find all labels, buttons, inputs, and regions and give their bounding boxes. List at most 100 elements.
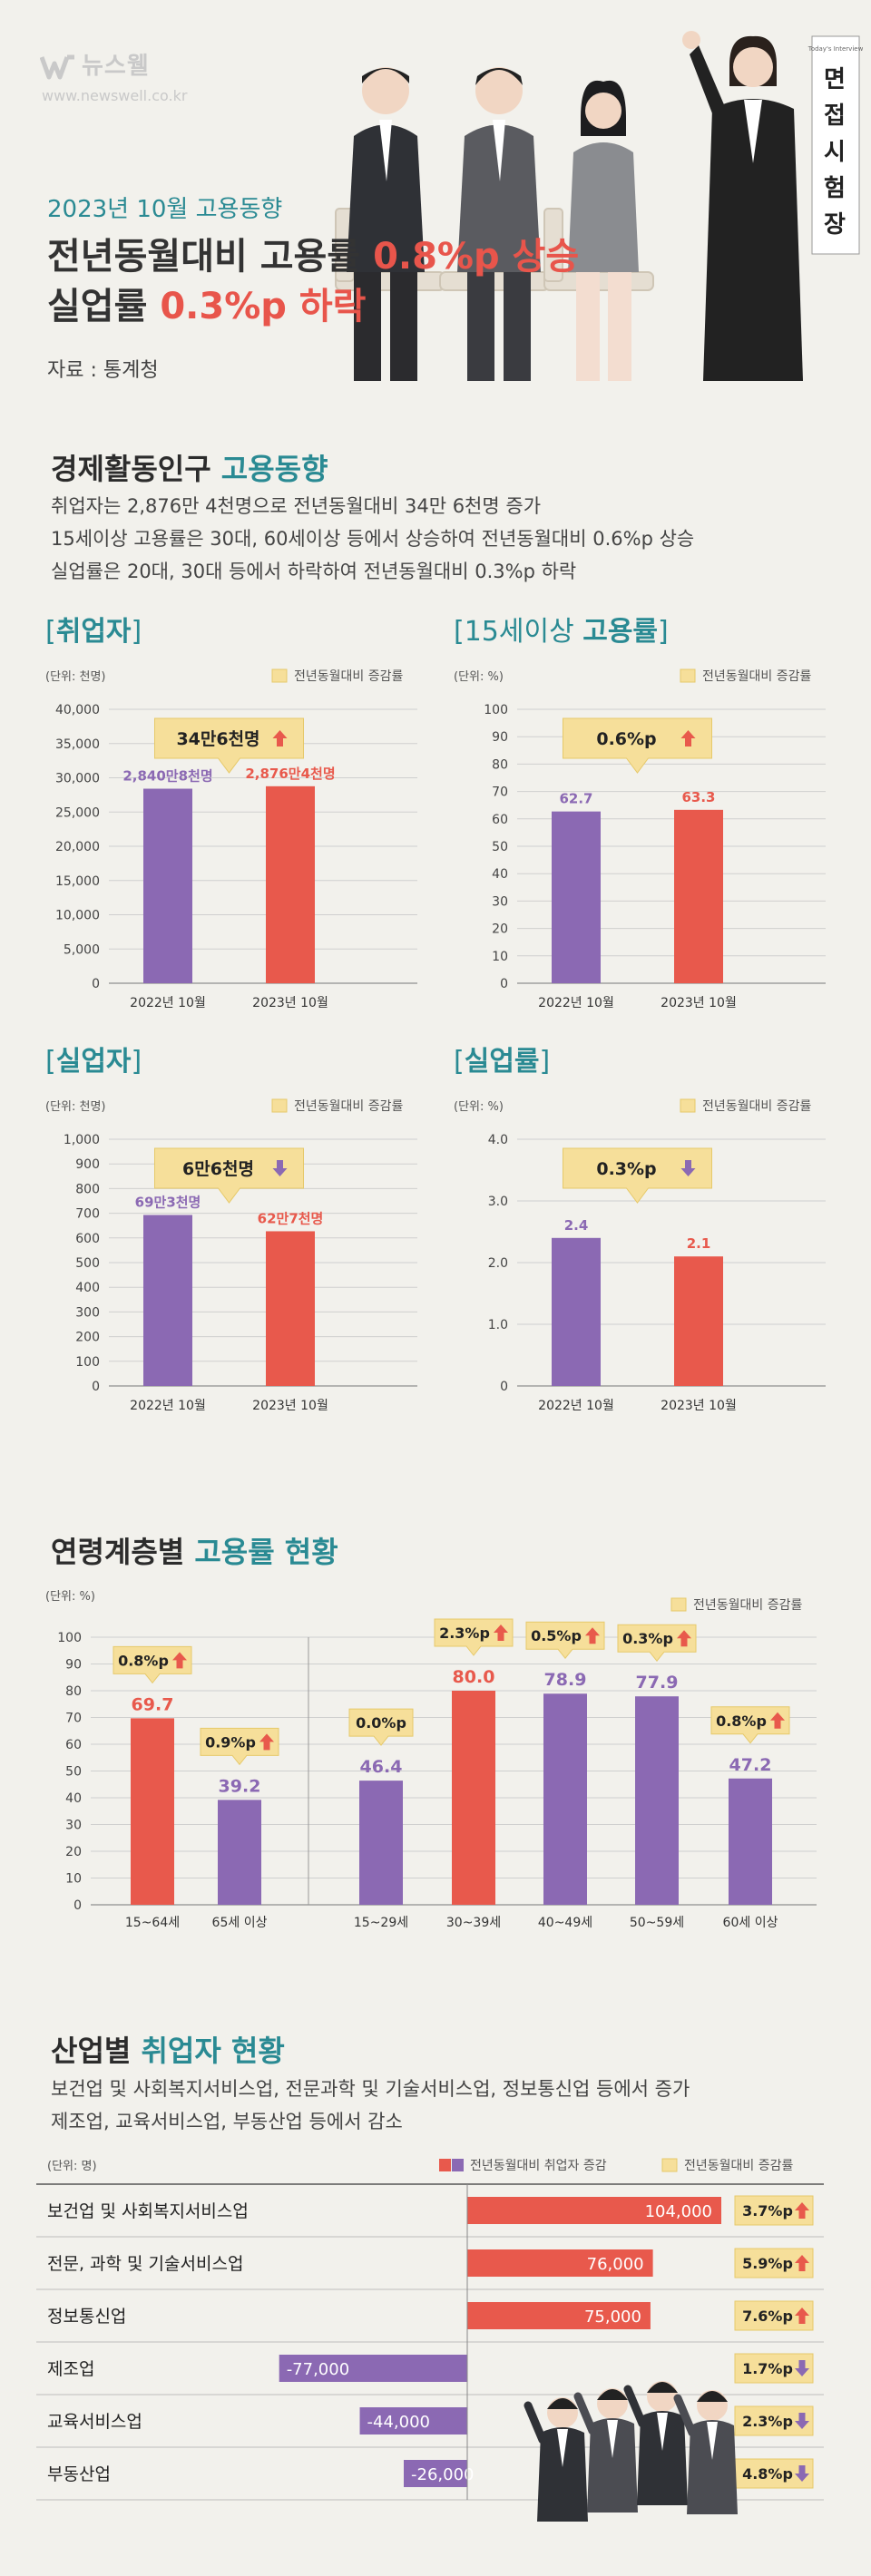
- chart-unemployed: [실업자] (단위: 천명) 전년동월대비 증감률 0 100 200 300 400 500 6…: [36, 1039, 426, 1420]
- legend-label: 전년동월대비 증감률: [693, 1598, 802, 1613]
- y-tick-label: 500: [75, 1256, 100, 1271]
- bar: [552, 811, 601, 983]
- bar: [467, 2197, 721, 2224]
- bar-value-label: 62.7: [559, 791, 592, 807]
- down-arrow-icon: [272, 1160, 288, 1176]
- legend-swatch: [271, 668, 288, 683]
- bar: [218, 1800, 261, 1905]
- y-tick-label: 40: [65, 1791, 82, 1806]
- y-tick-label: 4.0: [488, 1133, 508, 1147]
- bar: [131, 1718, 174, 1905]
- y-tick-label: 70: [65, 1712, 82, 1726]
- person-shirt: [657, 2413, 668, 2451]
- chart-title-main: 고용률: [582, 616, 658, 648]
- y-tick-label: 400: [75, 1281, 100, 1295]
- chart-svg: [실업자] (단위: 천명) 전년동월대비 증감률 0 100 200 300 400 500 6…: [45, 1046, 417, 1413]
- chart-svg: [15세이상 고용률] (단위: %) 전년동월대비 증감률 0 10 20 30 40 50 6…: [454, 616, 826, 1010]
- bar-value-label: 69.7: [132, 1694, 174, 1714]
- desc-line: 제조업, 교육서비스업, 부동산업 등에서 감소: [51, 2111, 403, 2132]
- chart-svg: [취업자] (단위: 천명) 전년동월대비 증감률 0 5,000 10,000 15,00…: [45, 616, 417, 1010]
- down-arrow-icon: [795, 2465, 809, 2482]
- x-tick-label: 15~64세: [125, 1916, 180, 1930]
- chart-unit: (단위: 명): [47, 2160, 97, 2173]
- bar: [674, 1256, 723, 1386]
- bar-value-label: 69만3천명: [135, 1195, 201, 1211]
- bar-value-label: 63.3: [681, 789, 715, 805]
- change-label: 0.9%p: [205, 1733, 256, 1751]
- bar-value-label: 76,000: [587, 2255, 644, 2274]
- y-tick-label: 10,000: [55, 909, 100, 923]
- site-url: www.newswell.co.kr: [42, 87, 188, 104]
- bar: [143, 1215, 192, 1386]
- change-label: 0.3%p: [622, 1630, 673, 1647]
- up-arrow-icon: [795, 2202, 809, 2219]
- x-tick-label: 2022년 10월: [130, 996, 206, 1010]
- y-tick-label: 25,000: [55, 805, 100, 820]
- chart-title-pre: [: [454, 1046, 465, 1078]
- legend-swatch: [680, 1098, 696, 1113]
- chart-title-main: 실업자: [56, 1046, 132, 1078]
- rate-label: 1.7%p: [742, 2360, 793, 2377]
- bar: [674, 809, 723, 983]
- newswell-logo[interactable]: 뉴스웰: [40, 47, 150, 81]
- y-tick-label: 800: [75, 1182, 100, 1196]
- rate-label: 4.8%p: [742, 2465, 793, 2483]
- interview-sign-text: 면접시험장: [824, 66, 846, 239]
- y-tick-label: 20: [65, 1845, 82, 1859]
- x-tick-label: 40~49세: [538, 1916, 592, 1930]
- category-label: 전문, 과학 및 기술서비스업: [47, 2254, 243, 2274]
- x-tick-label: 2023년 10월: [661, 996, 737, 1010]
- y-tick-label: 0: [500, 1380, 508, 1394]
- change-label: 6만6천명: [182, 1159, 254, 1179]
- headline-1-highlight: 0.8%p 상승: [373, 236, 580, 278]
- bar-value-label: -44,000: [367, 2413, 430, 2432]
- change-label: 0.3%p: [596, 1159, 656, 1179]
- chart-unit: (단위: 천명): [45, 670, 106, 684]
- x-tick-label: 15~29세: [354, 1916, 408, 1930]
- y-tick-label: 90: [65, 1658, 82, 1673]
- bar: [279, 2355, 467, 2382]
- chart-unemployment-rate: [실업률] (단위: %) 전년동월대비 증감률 0 1.0 2.0 3.0 4.0 2.4 20…: [445, 1039, 835, 1420]
- y-tick-label: 60: [65, 1738, 82, 1752]
- chart-title-post: ]: [540, 1046, 551, 1078]
- down-arrow-icon: [795, 2360, 809, 2376]
- bar-value-label: 2,840만8천명: [122, 768, 212, 785]
- category-label: 보건업 및 사회복지서비스업: [47, 2201, 249, 2221]
- person-arm: [673, 2394, 697, 2437]
- up-arrow-icon: [770, 1712, 785, 1729]
- person-body: [537, 2427, 588, 2522]
- x-tick-label: 50~59세: [630, 1916, 684, 1930]
- down-arrow-icon: [795, 2413, 809, 2429]
- headline-line-1: 전년동월대비 고용률 0.8%p 상승: [47, 227, 579, 279]
- y-tick-label: 70: [492, 785, 508, 800]
- up-arrow-icon: [677, 1630, 691, 1647]
- bar-value-label: -26,000: [411, 2465, 474, 2484]
- desc-line: 15세이상 고용률은 30대, 60세이상 등에서 상승하여 전년동월대비 0.…: [51, 528, 695, 550]
- bar: [404, 2460, 467, 2487]
- y-tick-label: 100: [57, 1631, 82, 1645]
- logo-mark-icon: [40, 54, 74, 79]
- bar: [359, 2407, 467, 2435]
- legend-label: 전년동월대비 증감률: [294, 1099, 403, 1114]
- section-title-industry: 산업별 취업자 현황: [51, 2034, 285, 2068]
- y-tick-label: 50: [492, 840, 508, 854]
- bar: [552, 1237, 601, 1386]
- change-callout: [348, 1708, 414, 1746]
- bar: [266, 785, 315, 983]
- logo-text: 뉴스웰: [82, 53, 150, 80]
- y-tick-label: 5,000: [64, 942, 100, 957]
- y-tick-label: 700: [75, 1207, 100, 1222]
- chart-employment-rate: [15세이상 고용률] (단위: %) 전년동월대비 증감률 0 10 20 30 40 50 6…: [445, 610, 835, 1018]
- y-tick-label: 0: [92, 977, 100, 991]
- change-label: 0.6%p: [596, 729, 656, 749]
- seated-man-2: [457, 67, 541, 381]
- x-tick-label: 2022년 10월: [538, 1399, 614, 1413]
- chart-title-post: ]: [658, 616, 669, 648]
- bar-value-label: 78.9: [544, 1670, 587, 1690]
- person-body: [587, 2418, 638, 2513]
- person-shirt: [707, 2422, 718, 2460]
- change-callout: [525, 1621, 605, 1660]
- change-callout: [200, 1727, 279, 1766]
- bar-value-label: 75,000: [584, 2308, 641, 2327]
- category-label: 정보통신업: [47, 2307, 126, 2327]
